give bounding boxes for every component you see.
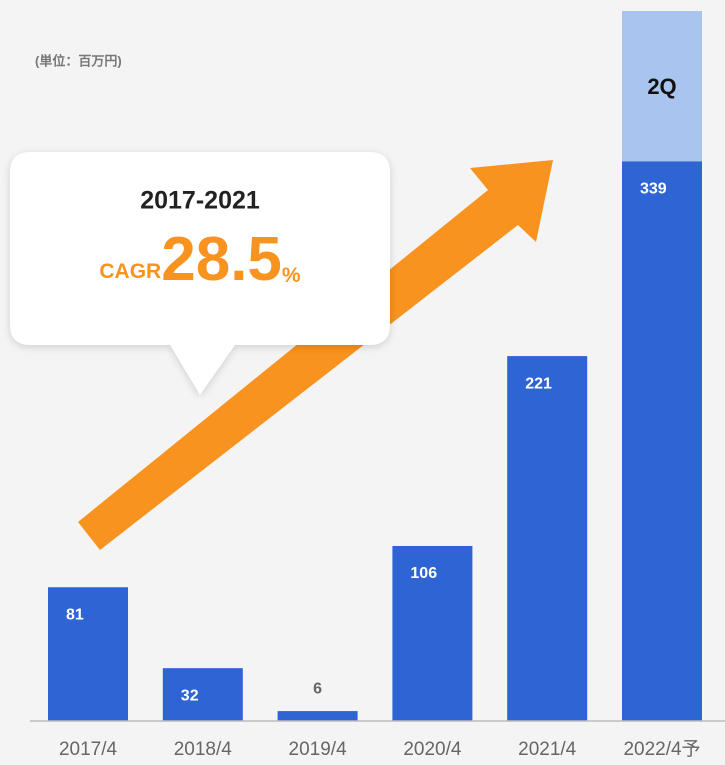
x-tick-label: 2019/4 bbox=[289, 739, 348, 760]
x-tick-label: 2021/4 bbox=[518, 739, 577, 760]
value-label: 339 bbox=[640, 180, 667, 197]
callout-value: 28.5 bbox=[161, 225, 282, 294]
growth-arrow bbox=[78, 160, 553, 550]
callout-cagr: CAGR28.5% bbox=[99, 225, 301, 294]
callout-period: 2017-2021 bbox=[140, 187, 260, 215]
bar bbox=[507, 356, 588, 721]
value-label: 106 bbox=[410, 565, 437, 582]
callout-label: CAGR bbox=[99, 260, 161, 283]
value-label: 81 bbox=[66, 606, 84, 623]
bars: 81 2017/4 32 2018/4 6 2019/4 106 2020/4 221 2021/… bbox=[30, 11, 725, 760]
x-tick-label: 2020/4 bbox=[403, 739, 462, 760]
value-label: 6 bbox=[313, 680, 322, 697]
bar bbox=[392, 545, 473, 721]
callout bbox=[10, 152, 390, 395]
callout-unit: % bbox=[282, 264, 301, 287]
bar bbox=[622, 161, 702, 722]
stack-bar bbox=[622, 11, 702, 162]
x-tick-label: 2022/4予 bbox=[623, 739, 700, 760]
unit-note: (単位：百万円) bbox=[35, 53, 122, 68]
bar bbox=[277, 711, 358, 721]
x-tick-label: 2018/4 bbox=[174, 739, 233, 760]
x-tick-label: 2017/4 bbox=[59, 739, 118, 760]
bar bbox=[162, 668, 243, 721]
bar bbox=[48, 587, 128, 721]
callout-box bbox=[10, 152, 390, 395]
value-label: 221 bbox=[525, 375, 552, 392]
stack-label: 2Q bbox=[647, 74, 676, 99]
value-label: 32 bbox=[181, 687, 199, 704]
